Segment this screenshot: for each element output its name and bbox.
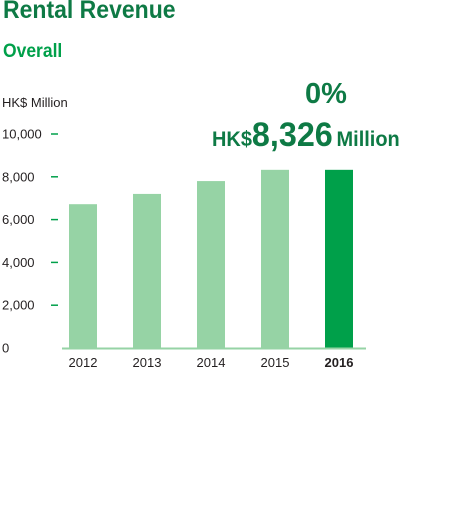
highlight-currency: HK$	[212, 128, 252, 151]
y-tick-label: 2,000	[2, 298, 35, 313]
y-tick-label: 8,000	[2, 169, 35, 184]
y-axis-label: HK$ Million	[2, 95, 68, 110]
y-tick-label: 6,000	[2, 212, 35, 227]
x-category-label: 2012	[69, 355, 98, 370]
x-category-label: 2016	[325, 355, 354, 370]
bar	[133, 193, 161, 348]
bar	[261, 169, 289, 348]
x-category-label: 2013	[133, 355, 162, 370]
y-tick-label: 0	[2, 341, 9, 356]
bar-highlighted	[325, 169, 353, 348]
y-tick-label: 4,000	[2, 255, 35, 270]
highlight-unit: Million	[336, 128, 400, 151]
highlight-value: 8,326	[251, 116, 333, 154]
bar	[197, 181, 225, 348]
chart-title: Rental Revenue	[3, 0, 176, 24]
y-tick-label: 10,000	[2, 127, 42, 142]
x-category-label: 2014	[197, 355, 226, 370]
x-category-label: 2015	[261, 355, 290, 370]
chart-subtitle: Overall	[3, 41, 63, 62]
highlight-amount: HK$8,326 Million	[212, 116, 400, 155]
bar	[69, 204, 97, 348]
change-percentage: 0%	[305, 78, 347, 110]
